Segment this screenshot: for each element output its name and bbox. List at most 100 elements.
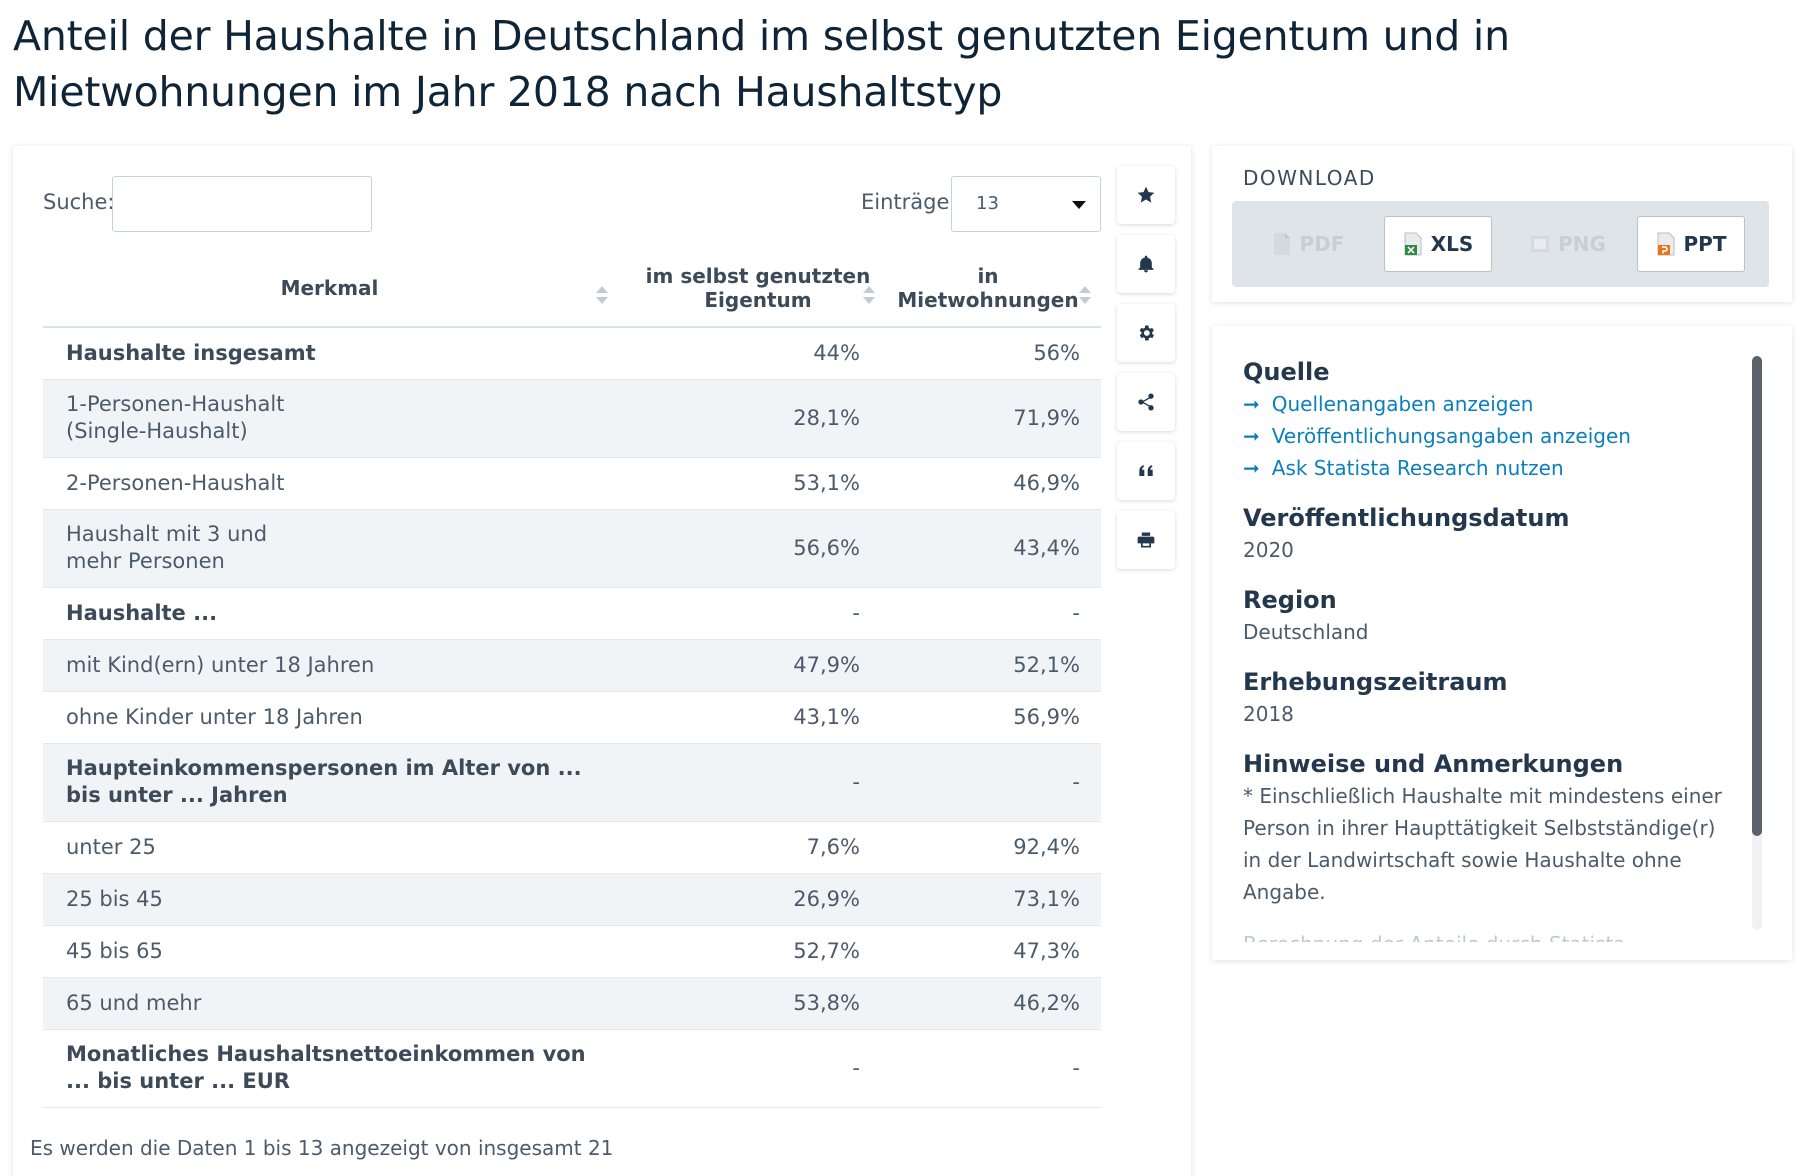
cell-merkmal: Haupteinkommenspersonen im Alter von ...… [66, 756, 582, 807]
cell-eigentum: - [852, 770, 860, 794]
table-row: mit Kind(ern) unter 18 Jahren 47,9% 52,1% [43, 640, 1101, 692]
cell-eigentum: 47,9% [793, 653, 860, 677]
cell-miete: - [1072, 770, 1080, 794]
cell-merkmal: Haushalte ... [66, 601, 218, 625]
cell-miete: 47,3% [1013, 939, 1080, 963]
download-card: DOWNLOAD PDF XLS PNG PPT [1212, 146, 1792, 302]
cell-merkmal: mit Kind(ern) unter 18 Jahren [66, 653, 375, 677]
research-link-label: Ask Statista Research nutzen [1271, 456, 1564, 480]
column-header-eigentum[interactable]: im selbst genutzten Eigentum [645, 264, 871, 312]
cite-button[interactable] [1117, 442, 1175, 500]
table-controls: Suche: Einträge: 13 [43, 176, 1191, 232]
pubdate-value: 2020 [1243, 538, 1294, 562]
publication-link[interactable]: ➞ Veröffentlichungsangaben anzeigen [1243, 420, 1733, 452]
cell-miete: 43,4% [1013, 536, 1080, 560]
source-link[interactable]: ➞ Quellenangaben anzeigen [1243, 388, 1733, 420]
cell-miete: - [1072, 601, 1080, 625]
cell-eigentum: 26,9% [793, 887, 860, 911]
region-value: Deutschland [1243, 620, 1369, 644]
download-bar: PDF XLS PNG PPT [1232, 201, 1769, 287]
sort-icon[interactable] [596, 286, 608, 308]
cell-eigentum: 56,6% [793, 536, 860, 560]
quote-icon [1139, 465, 1153, 476]
gear-icon [1139, 325, 1154, 341]
cell-eigentum: - [852, 601, 860, 625]
table-row: Monatliches Haushaltsnettoeinkommen von … [43, 1030, 1101, 1108]
chevron-down-icon [1072, 201, 1086, 209]
cell-miete: 73,1% [1013, 887, 1080, 911]
cell-miete: 71,9% [1013, 406, 1080, 430]
table-row: Haushalte insgesamt 44% 56% [43, 328, 1101, 380]
share-icon [1138, 393, 1154, 411]
arrow-right-icon: ➞ [1243, 456, 1260, 480]
source-link-label: Quellenangaben anzeigen [1271, 392, 1534, 416]
download-ppt-button[interactable]: PPT [1637, 216, 1745, 272]
research-link[interactable]: ➞ Ask Statista Research nutzen [1243, 452, 1733, 484]
print-button[interactable] [1117, 511, 1175, 569]
download-xls-label: XLS [1430, 232, 1474, 256]
pubdate-heading: Veröffentlichungsdatum [1243, 504, 1570, 532]
download-pdf-button[interactable]: PDF [1254, 216, 1362, 272]
sort-icon[interactable] [863, 286, 875, 308]
print-icon [1137, 532, 1155, 548]
cell-merkmal: unter 25 [66, 835, 156, 859]
cell-merkmal: 45 bis 65 [66, 939, 163, 963]
pdf-file-icon [1272, 232, 1292, 256]
page-title: Anteil der Haushalte in Deutschland im s… [13, 12, 1510, 116]
cell-merkmal: 1-Personen-Haushalt (Single-Haushalt) [66, 392, 285, 443]
cell-merkmal: ohne Kinder unter 18 Jahren [66, 705, 363, 729]
cell-miete: - [1072, 1056, 1080, 1080]
cell-eigentum: 28,1% [793, 406, 860, 430]
search-input[interactable] [112, 176, 372, 232]
period-heading: Erhebungszeitraum [1243, 668, 1508, 696]
table-card: Suche: Einträge: 13 Merkmal im selbst ge… [13, 146, 1191, 1176]
arrow-right-icon: ➞ [1243, 392, 1260, 416]
notes-heading: Hinweise und Anmerkungen [1243, 750, 1624, 778]
cell-eigentum: 43,1% [793, 705, 860, 729]
notification-button[interactable] [1117, 235, 1175, 293]
download-png-button[interactable]: PNG [1514, 216, 1622, 272]
table-row: Haushalt mit 3 und mehr Personen 56,6% 43,… [43, 510, 1101, 588]
download-title: DOWNLOAD [1243, 166, 1376, 190]
cell-miete: 56,9% [1013, 705, 1080, 729]
download-png-label: PNG [1558, 232, 1606, 256]
table-row: 2-Personen-Haushalt 53,1% 46,9% [43, 458, 1101, 510]
table-body: Haushalte insgesamt 44% 56% 1-Personen-Haus… [43, 328, 1101, 1108]
star-icon [1137, 186, 1155, 203]
table-row: unter 25 7,6% 92,4% [43, 822, 1101, 874]
favorite-button[interactable] [1117, 166, 1175, 224]
settings-button[interactable] [1117, 304, 1175, 362]
table-row: Haupteinkommenspersonen im Alter von ...… [43, 744, 1101, 822]
arrow-right-icon: ➞ [1243, 424, 1260, 448]
table-row: 1-Personen-Haushalt (Single-Haushalt) 28,… [43, 380, 1101, 458]
share-button[interactable] [1117, 373, 1175, 431]
cell-merkmal: Monatliches Haushaltsnettoeinkommen von … [66, 1042, 586, 1093]
region-heading: Region [1243, 586, 1337, 614]
entries-select[interactable]: 13 [951, 176, 1101, 232]
cell-merkmal: 25 bis 45 [66, 887, 163, 911]
column-header-merkmal[interactable]: Merkmal [280, 276, 379, 300]
period-value: 2018 [1243, 702, 1294, 726]
source-heading: Quelle [1243, 358, 1330, 386]
cell-miete: 92,4% [1013, 835, 1080, 859]
table-row: Haushalte ... - - [43, 588, 1101, 640]
search-label: Suche: [43, 190, 115, 214]
publication-link-label: Veröffentlichungsangaben anzeigen [1271, 424, 1631, 448]
cell-merkmal: Haushalte insgesamt [66, 341, 316, 365]
entries-value: 13 [976, 193, 999, 214]
table-row: 65 und mehr 53,8% 46,2% [43, 978, 1101, 1030]
bell-icon [1138, 255, 1154, 273]
scrollbar-thumb[interactable] [1752, 356, 1762, 836]
cell-miete: 56% [1033, 341, 1080, 365]
cell-eigentum: - [852, 1056, 860, 1080]
table-row: 45 bis 65 52,7% 47,3% [43, 926, 1101, 978]
cell-miete: 46,9% [1013, 471, 1080, 495]
download-xls-button[interactable]: XLS [1384, 216, 1492, 272]
sort-icon[interactable] [1079, 286, 1091, 308]
cell-merkmal: 65 und mehr [66, 991, 202, 1015]
png-file-icon [1530, 232, 1550, 256]
data-table: Merkmal im selbst genutzten Eigentum in … [43, 226, 1101, 1108]
cell-merkmal: Haushalt mit 3 und mehr Personen [66, 522, 268, 573]
notes-more: Berechnung der Anteile durch Statista. [1243, 928, 1733, 942]
column-header-miete[interactable]: in Mietwohnungen [897, 264, 1079, 312]
